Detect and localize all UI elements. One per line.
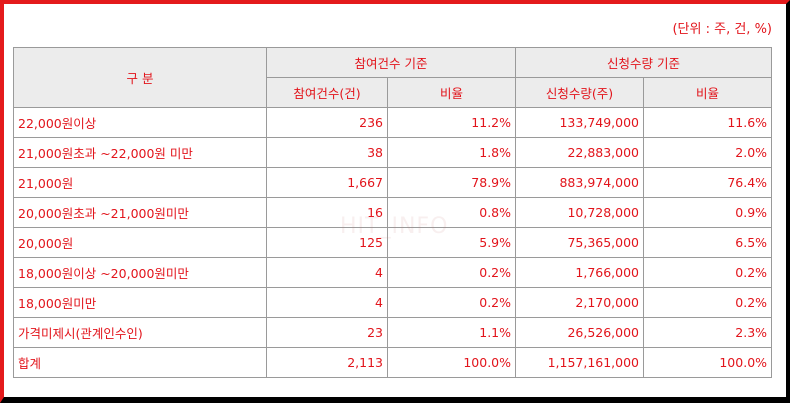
cell-qty-ratio: 76.4% <box>643 167 773 198</box>
cell-qty-ratio: 2.0% <box>643 137 773 168</box>
cell-count: 2,113 <box>266 347 388 378</box>
header-count: 참여건수(건) <box>266 77 388 108</box>
table-row: 18,000원미만 4 0.2% 2,170,000 0.2% <box>13 287 773 318</box>
cell-qty-ratio: 0.9% <box>643 197 773 228</box>
cell-qty: 10,728,000 <box>515 197 645 228</box>
cell-qty: 1,157,161,000 <box>515 347 645 378</box>
header-qty-ratio: 비율 <box>643 77 773 108</box>
table-row: 20,000원 125 5.9% 75,365,000 6.5% <box>13 227 773 258</box>
header-group-count: 참여건수 기준 <box>265 47 517 78</box>
cell-qty: 883,974,000 <box>515 167 645 198</box>
cell-count: 236 <box>266 107 388 138</box>
cell-qty: 2,170,000 <box>515 287 645 318</box>
cell-count-ratio: 0.2% <box>386 287 517 318</box>
cell-qty: 1,766,000 <box>515 257 645 288</box>
row-label: 22,000원이상 <box>13 107 267 138</box>
cell-count-ratio: 78.9% <box>386 167 517 198</box>
cell-qty: 75,365,000 <box>515 227 645 258</box>
cell-qty-ratio: 100.0% <box>643 347 773 378</box>
table-row: 22,000원이상 236 11.2% 133,749,000 11.6% <box>13 107 773 138</box>
table-row: 합계 2,113 100.0% 1,157,161,000 100.0% <box>13 347 773 378</box>
cell-count: 16 <box>266 197 388 228</box>
row-label: 18,000원미만 <box>13 287 267 318</box>
table-row: 21,000원 1,667 78.9% 883,974,000 76.4% <box>13 167 773 198</box>
demand-forecast-table: 구 분 참여건수 기준 신청수량 기준 참여건수(건) 비율 신청수량(주) 비… <box>13 47 773 378</box>
header-count-ratio: 비율 <box>386 77 517 108</box>
document-frame <box>0 0 790 403</box>
table-body: 22,000원이상 236 11.2% 133,749,000 11.6% 21,000원… <box>13 107 773 378</box>
row-label: 18,000원이상 ~20,000원미만 <box>13 257 267 288</box>
cell-qty: 133,749,000 <box>515 107 645 138</box>
cell-qty-ratio: 2.3% <box>643 317 773 348</box>
row-label: 가격미제시(관계인수인) <box>13 317 267 348</box>
header-group-qty: 신청수량 기준 <box>515 47 773 78</box>
cell-count-ratio: 100.0% <box>386 347 517 378</box>
cell-count: 38 <box>266 137 388 168</box>
row-label: 20,000원초과 ~21,000원미만 <box>13 197 267 228</box>
table-row: 20,000원초과 ~21,000원미만 16 0.8% 10,728,000 0.9% <box>13 197 773 228</box>
table-row: 가격미제시(관계인수인) 23 1.1% 26,526,000 2.3% <box>13 317 773 348</box>
cell-count-ratio: 1.1% <box>386 317 517 348</box>
cell-count-ratio: 0.8% <box>386 197 517 228</box>
cell-count-ratio: 1.8% <box>386 137 517 168</box>
watermark: HIT_INFO <box>340 214 449 239</box>
cell-count-ratio: 11.2% <box>386 107 517 138</box>
header-qty: 신청수량(주) <box>515 77 645 108</box>
row-label: 합계 <box>13 347 267 378</box>
table-row: 18,000원이상 ~20,000원미만 4 0.2% 1,766,000 0.2% <box>13 257 773 288</box>
cell-qty-ratio: 0.2% <box>643 257 773 288</box>
cell-qty-ratio: 11.6% <box>643 107 773 138</box>
cell-count: 4 <box>266 287 388 318</box>
table-row: 21,000원초과 ~22,000원 미만 38 1.8% 22,883,000 2.0… <box>13 137 773 168</box>
cell-qty-ratio: 6.5% <box>643 227 773 258</box>
unit-note: (단위 : 주, 건, %) <box>672 22 772 37</box>
cell-qty: 26,526,000 <box>515 317 645 348</box>
cell-qty: 22,883,000 <box>515 137 645 168</box>
cell-count: 1,667 <box>266 167 388 198</box>
header-category: 구 분 <box>13 47 267 108</box>
row-label: 21,000원 <box>13 167 267 198</box>
cell-count-ratio: 5.9% <box>386 227 517 258</box>
cell-qty-ratio: 0.2% <box>643 287 773 318</box>
row-label: 21,000원초과 ~22,000원 미만 <box>13 137 267 168</box>
cell-count: 23 <box>266 317 388 348</box>
row-label: 20,000원 <box>13 227 267 258</box>
cell-count-ratio: 0.2% <box>386 257 517 288</box>
cell-count: 4 <box>266 257 388 288</box>
